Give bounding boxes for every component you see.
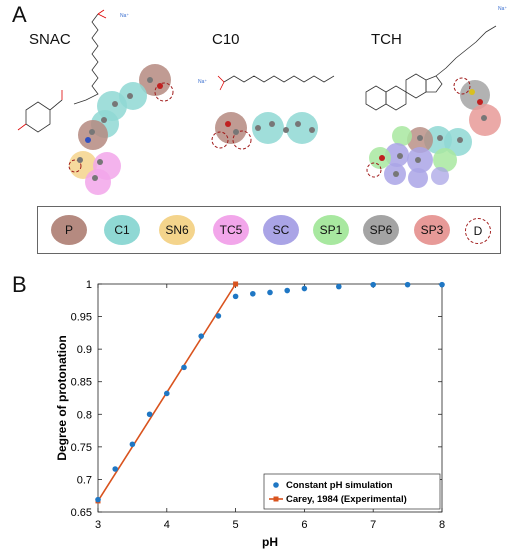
legend-bead-label: SP1	[319, 223, 343, 237]
y-tick-label: 0.65	[71, 507, 92, 519]
y-axis-label: Degree of protonation	[55, 335, 69, 460]
legend-bead-sp6: SP6	[363, 215, 399, 245]
simulation-point	[146, 411, 153, 418]
legend-bead-label: SP6	[369, 223, 393, 237]
snac-skeletal-formula	[17, 9, 107, 133]
simulation-point	[301, 285, 308, 292]
simulation-point	[164, 390, 170, 397]
legend-bead-label: C1	[114, 223, 130, 237]
y-tick-label: 0.9	[77, 344, 92, 356]
y-tick-label: 0.85	[71, 377, 92, 389]
simulation-point	[336, 283, 342, 290]
legend-simulation-marker	[273, 482, 279, 488]
simulation-point	[404, 281, 411, 288]
chart-legend-box	[263, 473, 441, 510]
legend-bead-label: SC	[272, 223, 290, 237]
y-tick-label: 0.75	[71, 442, 92, 454]
legend-bead-label: SN6	[165, 223, 189, 237]
bead-type-legend: P C1 SN6 TC5 SC SP1 SP6 SP3 D	[37, 206, 501, 254]
legend-bead-label: P	[64, 223, 73, 237]
c10-skeletal-formula	[217, 75, 335, 91]
simulation-point	[232, 293, 239, 300]
panel-b-label: B	[12, 272, 27, 297]
sodium-ion-label-snac: Na⁺	[120, 13, 130, 19]
legend-bead-label: D	[473, 224, 483, 238]
y-tick-label: 0.95	[71, 312, 92, 324]
y-tick-label: 0.7	[77, 474, 92, 486]
simulation-point	[370, 281, 377, 288]
x-tick-label: 7	[370, 519, 376, 531]
simulation-point	[112, 466, 118, 472]
c10-cg-beads	[211, 112, 318, 150]
simulation-point	[129, 441, 136, 448]
legend-bead-p: P	[51, 215, 87, 245]
y-tick-label: 1	[86, 279, 92, 291]
tch-cg-beads	[366, 77, 501, 188]
experimental-marker	[233, 281, 239, 287]
x-tick-label: 5	[233, 519, 239, 531]
molecule-name-snac: SNAC	[29, 31, 71, 48]
legend-bead-sp1: SP1	[313, 215, 349, 245]
panel-a-label: A	[12, 2, 27, 27]
simulation-point	[198, 333, 204, 339]
x-tick-label: 6	[301, 519, 307, 531]
legend-bead-label: TC5	[219, 223, 243, 237]
legend-experimental-label: Carey, 1984 (Experimental)	[286, 494, 407, 505]
protonation-chart: 3 4 5 6 7 8 0.65 0.7 0.75 0.8 0.85 0.9 0.95 1 pH Degree…	[55, 279, 445, 549]
molecule-name-tch: TCH	[371, 31, 402, 48]
legend-bead-tc5: TC5	[213, 215, 249, 245]
legend-bead-sn6: SN6	[159, 215, 195, 245]
x-tick-label: 8	[439, 519, 445, 531]
legend-bead-sp3: SP3	[414, 215, 450, 245]
snac-cg-beads	[68, 64, 174, 195]
legend-bead-label: SP3	[420, 223, 444, 237]
c10-atoms	[225, 121, 315, 135]
x-tick-label: 4	[164, 519, 170, 531]
molecule-illustrations	[17, 9, 501, 195]
x-tick-label: 3	[95, 519, 101, 531]
y-tick-label: 0.8	[77, 409, 92, 421]
simulation-point	[267, 289, 273, 296]
sodium-ion-label-c10: Na⁺	[198, 79, 208, 85]
snac-atoms	[77, 77, 163, 181]
sodium-ion-label-tch: Na⁺	[498, 6, 508, 12]
simulation-point	[284, 287, 291, 294]
molecule-name-c10: C10	[212, 31, 240, 48]
legend-bead-d: D	[465, 218, 491, 244]
simulation-point	[95, 496, 101, 503]
legend-bead-sc: SC	[263, 215, 299, 245]
x-axis-label: pH	[262, 535, 278, 549]
simulation-point	[439, 281, 445, 288]
simulation-point	[181, 364, 187, 371]
tch-skeletal-formula	[365, 25, 497, 111]
simulation-point	[250, 290, 256, 297]
simulation-point	[215, 313, 222, 319]
legend-experimental-marker	[273, 496, 279, 502]
legend-simulation-label: Constant pH simulation	[286, 480, 393, 491]
legend-bead-c1: C1	[104, 215, 140, 245]
tch-atoms	[379, 89, 487, 177]
